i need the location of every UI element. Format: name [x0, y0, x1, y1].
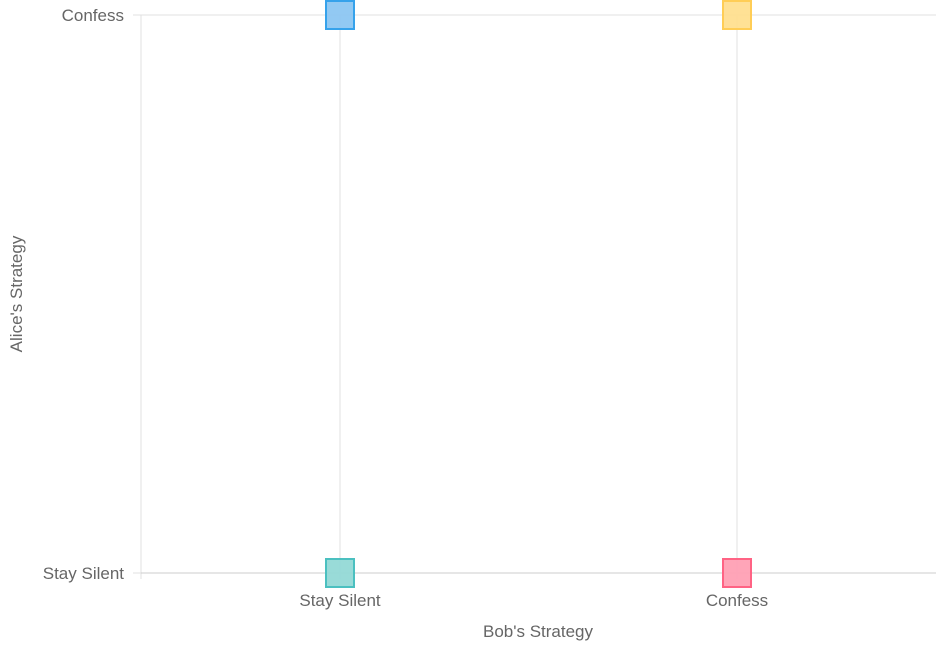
data-point-confess-confess: [722, 0, 752, 30]
x-tick-label-confess: Confess: [706, 591, 768, 610]
data-point-stay-silent-stay-silent: [325, 558, 355, 588]
data-point-stay-silent-confess: [325, 0, 355, 30]
tick-labels: Stay Silent Confess Stay Silent Confess: [43, 6, 768, 610]
data-points: [325, 0, 752, 588]
x-tick-label-stay-silent: Stay Silent: [299, 591, 381, 610]
y-tick-label-stay-silent: Stay Silent: [43, 564, 125, 583]
y-axis-title: Alice's Strategy: [7, 235, 26, 352]
data-point-confess-stay-silent: [722, 558, 752, 588]
grid-lines: [133, 14, 936, 579]
x-axis-title: Bob's Strategy: [483, 622, 594, 641]
y-tick-label-confess: Confess: [62, 6, 124, 25]
